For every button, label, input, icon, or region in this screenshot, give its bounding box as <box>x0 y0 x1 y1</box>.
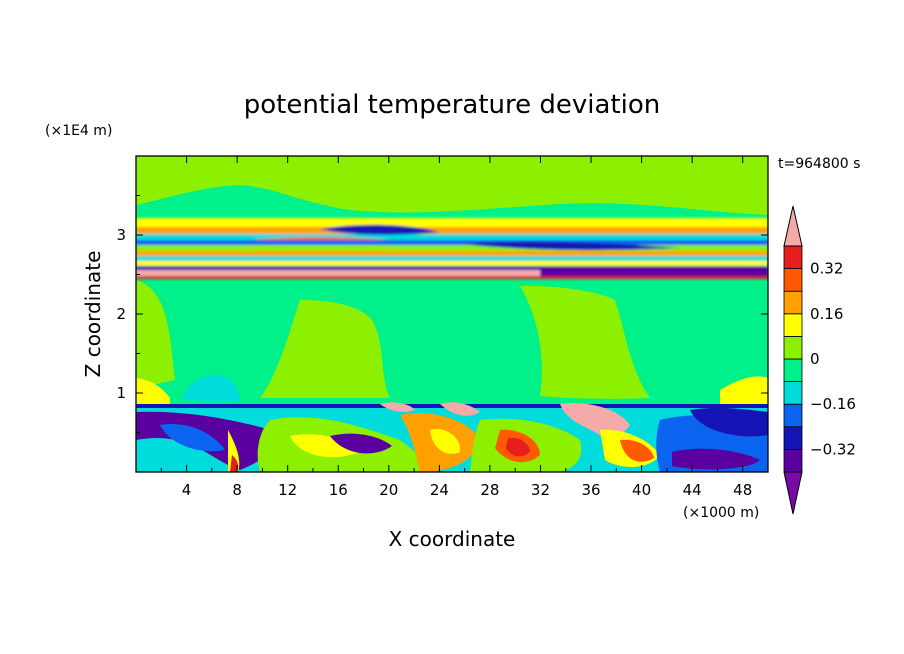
x-tick-label: 28 <box>480 481 499 499</box>
x-tick-label: 40 <box>632 481 651 499</box>
y-tick-label: 2 <box>116 305 126 323</box>
colorbar-swatch <box>783 426 803 450</box>
x-tick-label: 44 <box>683 481 702 499</box>
time-label: t=964800 s <box>778 156 860 172</box>
upper-positive-region <box>136 156 768 215</box>
colorbar-swatch <box>783 313 803 337</box>
colorbar-swatch <box>783 335 803 360</box>
colorbar-label: −0.32 <box>810 440 856 458</box>
y-tick-label: 3 <box>116 226 126 244</box>
right-yellow-band <box>720 376 768 405</box>
colorbar: 0.32 0.16 0 −0.16 −0.32 <box>783 205 856 515</box>
x-axis: 4 8 12 16 20 24 28 32 36 40 44 48 <box>160 156 752 499</box>
x-tick-label: 48 <box>733 481 752 499</box>
colorbar-extend-max <box>783 205 803 247</box>
boundary-layer <box>136 402 768 472</box>
colorbar-extend-min <box>783 471 803 515</box>
left-yellow-band <box>136 378 170 406</box>
colorbar-swatch <box>783 448 803 473</box>
heatmap-field <box>136 156 768 472</box>
x-tick-label: 36 <box>581 481 600 499</box>
colorbar-label: 0.16 <box>810 305 843 323</box>
y-unit-label: (×1E4 m) <box>45 123 112 139</box>
x-axis-label: X coordinate <box>389 527 516 551</box>
x-tick-label: 32 <box>531 481 550 499</box>
y-axis-label: Z coordinate <box>81 251 105 378</box>
x-tick-label: 24 <box>430 481 449 499</box>
x-tick-label: 4 <box>182 481 192 499</box>
colorbar-swatch <box>783 403 803 428</box>
colorbar-swatch <box>783 381 803 405</box>
middle-positive-region <box>260 300 390 398</box>
left-positive-region <box>136 280 175 388</box>
x-tick-label: 12 <box>278 481 297 499</box>
y-tick-label: 1 <box>116 384 126 402</box>
x-tick-label: 20 <box>379 481 398 499</box>
colorbar-swatch <box>783 245 803 270</box>
y-axis: 1 2 3 <box>116 195 768 433</box>
tropopause-layer <box>136 218 768 279</box>
x-tick-label: 8 <box>232 481 242 499</box>
colorbar-label: 0.32 <box>810 260 843 278</box>
colorbar-label: 0 <box>810 350 820 368</box>
low-cyan-bump <box>182 374 240 402</box>
colorbar-swatch <box>783 268 803 292</box>
x-tick-label: 16 <box>329 481 348 499</box>
colorbar-swatch <box>783 358 803 383</box>
x-unit-label: (×1000 m) <box>683 505 759 521</box>
colorbar-label: −0.16 <box>810 395 856 413</box>
colorbar-swatch <box>783 290 803 315</box>
chart-title: potential temperature deviation <box>244 90 660 120</box>
right-positive-region <box>520 285 650 399</box>
